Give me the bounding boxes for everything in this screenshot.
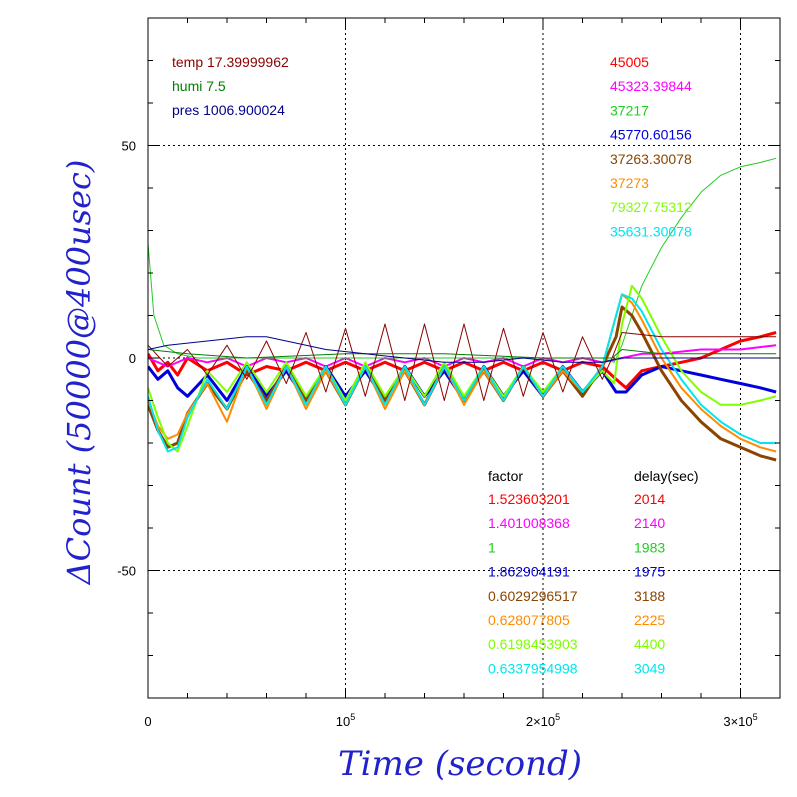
series-label: 45770.60156 <box>610 127 692 143</box>
series-labels: 45005 45323.39844 37217 45770.60156 37263.30… <box>610 54 692 239</box>
table-delay-value: 3188 <box>634 588 665 604</box>
series-line-10 <box>148 349 777 359</box>
series-label: 79327.75312 <box>610 199 692 215</box>
table-delay-value: 2140 <box>634 515 665 531</box>
x-tick-label: 2×105 <box>526 712 560 729</box>
series-label: 45005 <box>610 54 649 70</box>
table-delay-value: 1975 <box>634 564 665 580</box>
series-line-7 <box>148 284 777 453</box>
series-label: 35631.30078 <box>610 223 692 239</box>
series-label: 37263.30078 <box>610 151 692 167</box>
y-tick-label: -50 <box>117 564 136 579</box>
table-delay-value: 4400 <box>634 636 665 652</box>
x-axis-title: Time (second) <box>338 744 582 784</box>
table-header-delay: delay(sec) <box>634 468 699 484</box>
table-factor-value: 0.6198453903 <box>488 636 578 652</box>
series-layer <box>148 157 777 462</box>
series-line-8 <box>148 293 777 453</box>
y-tick-label: 0 <box>129 351 136 366</box>
table-delay-value: 2014 <box>634 491 665 507</box>
x-tick-label: 0 <box>144 714 151 729</box>
table-delay-value: 2225 <box>634 612 665 628</box>
table-factor-value: 1 <box>488 539 496 555</box>
table-factor-value: 0.6337954998 <box>488 660 578 676</box>
series-label: 45323.39844 <box>610 78 692 94</box>
table-header-factor: factor <box>488 468 523 484</box>
env-label: temp 17.39999962 <box>172 54 289 70</box>
x-tick-label: 105 <box>336 712 355 729</box>
table-factor-value: 1.401008368 <box>488 515 570 531</box>
series-line-3 <box>148 157 777 363</box>
axis-ticks <box>147 17 781 699</box>
series-line-9 <box>148 323 777 401</box>
tick-labels: 0 105 2×105 3×105 50 0 -50 <box>117 139 757 730</box>
series-line-11 <box>148 336 777 363</box>
table-factor-value: 1.523603201 <box>488 491 570 507</box>
table-factor-value: 0.628077805 <box>488 612 570 628</box>
series-label: 37273 <box>610 175 649 191</box>
env-label: humi 7.5 <box>172 78 226 94</box>
table-delay-value: 3049 <box>634 660 665 676</box>
env-label: pres 1006.900024 <box>172 102 285 118</box>
table-factor-value: 1.862904191 <box>488 564 570 580</box>
series-label: 37217 <box>610 102 649 118</box>
factor-delay-table: factor delay(sec) 1.523603201 2014 1.4010083… <box>488 468 699 676</box>
table-delay-value: 1983 <box>634 539 665 555</box>
y-axis-title: ΔCount (50000@400usec) <box>60 160 98 587</box>
env-labels: temp 17.39999962 humi 7.5 pres 1006.900024 <box>172 54 289 118</box>
x-tick-label: 3×105 <box>723 712 757 729</box>
table-factor-value: 0.6029296517 <box>488 588 578 604</box>
y-tick-label: 50 <box>122 139 136 154</box>
